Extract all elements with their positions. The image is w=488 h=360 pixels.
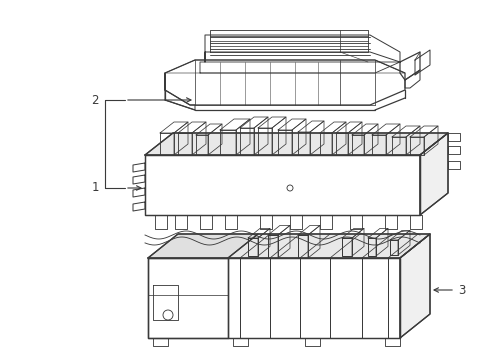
Text: 2: 2 — [91, 94, 99, 107]
Polygon shape — [419, 133, 447, 215]
Polygon shape — [148, 234, 258, 258]
Polygon shape — [399, 234, 429, 338]
Polygon shape — [145, 155, 419, 215]
Polygon shape — [227, 258, 399, 338]
Polygon shape — [227, 234, 429, 258]
Text: 3: 3 — [457, 284, 465, 297]
Text: 1: 1 — [91, 181, 99, 194]
Polygon shape — [148, 258, 227, 338]
Polygon shape — [164, 60, 404, 73]
Polygon shape — [145, 133, 447, 155]
